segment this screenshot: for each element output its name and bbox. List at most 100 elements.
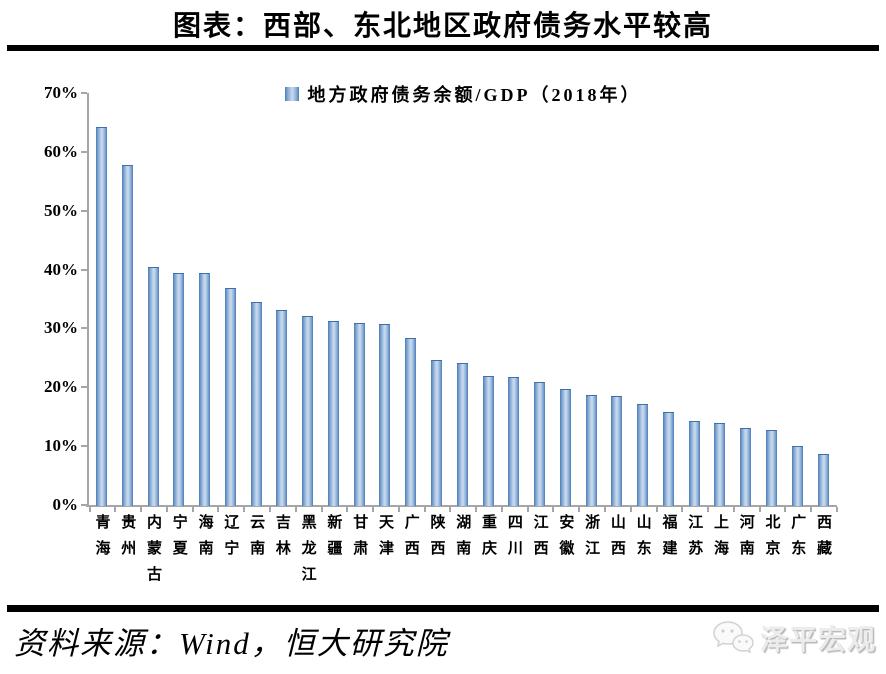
y-tick-mark [81, 386, 87, 389]
x-category-label: 内蒙古 [145, 514, 162, 592]
bar [482, 376, 494, 506]
x-tick-mark [165, 507, 168, 512]
x-category-label: 江西 [531, 514, 548, 566]
bar [740, 428, 752, 506]
x-tick-mark [475, 507, 478, 512]
x-tick-mark [835, 507, 838, 512]
bar [534, 381, 546, 506]
y-tick-mark [81, 150, 87, 153]
title-divider [7, 45, 879, 51]
x-category-label: 广西 [402, 514, 419, 566]
x-tick-mark [269, 507, 271, 512]
bar [224, 288, 236, 506]
bar [817, 453, 829, 506]
y-tick-mark [81, 268, 87, 271]
bar [585, 394, 597, 506]
x-tick-mark [372, 507, 375, 512]
bar [662, 412, 674, 506]
x-category-label: 广东 [789, 514, 806, 566]
x-category-label: 福建 [660, 514, 677, 566]
y-tick-label: 40% [44, 259, 78, 279]
x-tick-mark [578, 507, 581, 512]
bar [611, 395, 623, 506]
x-tick-mark [732, 507, 735, 512]
bar [147, 267, 159, 506]
brand-logo: 泽平宏观 [712, 618, 876, 658]
x-tick-mark [552, 507, 555, 512]
x-tick-mark [604, 507, 606, 512]
x-tick-mark [810, 507, 813, 512]
bar [508, 376, 520, 506]
x-category-label: 辽宁 [222, 514, 239, 566]
bar [302, 316, 314, 506]
bar [96, 126, 107, 506]
x-tick-mark [217, 507, 220, 512]
x-tick-mark [655, 507, 658, 512]
bar [353, 322, 365, 506]
x-tick-mark [140, 507, 143, 512]
x-category-label: 吉林 [273, 514, 290, 566]
x-category-label: 山东 [634, 514, 651, 566]
bar [791, 446, 803, 506]
y-tick-label: 60% [44, 141, 78, 161]
x-category-label: 江苏 [686, 514, 703, 566]
y-tick-label: 0% [52, 495, 79, 514]
y-tick-mark [81, 327, 87, 330]
legend-label: 地方政府债务余额/GDP（2018年） [307, 85, 642, 105]
x-tick-mark [346, 507, 349, 512]
x-category-label: 山西 [608, 514, 625, 566]
bar [688, 421, 700, 506]
x-category-label: 黑龙江 [299, 514, 316, 592]
x-category-label: 西藏 [815, 514, 832, 566]
x-tick-mark [320, 507, 323, 512]
y-tick-label: 70% [44, 83, 78, 102]
chart-legend: 地方政府债务余额/GDP（2018年） [0, 81, 886, 107]
bar [637, 404, 649, 506]
x-category-label: 海南 [196, 514, 213, 566]
bar [121, 164, 133, 506]
brand-name: 泽平宏观 [759, 624, 876, 655]
y-tick-label: 10% [44, 436, 78, 456]
x-category-label: 云南 [248, 514, 265, 566]
y-tick-label: 30% [44, 318, 78, 338]
bar [379, 324, 391, 506]
bar [276, 310, 288, 506]
x-category-label: 浙江 [583, 514, 600, 566]
bar [199, 273, 211, 506]
x-category-label: 北京 [763, 514, 780, 566]
x-category-label: 青海 [93, 514, 110, 566]
y-tick-label: 20% [44, 377, 78, 397]
bar [327, 320, 339, 506]
x-tick-mark [243, 507, 246, 512]
x-category-label: 上海 [711, 514, 728, 566]
x-tick-mark [758, 507, 761, 512]
bar [714, 422, 726, 506]
x-category-label: 安徽 [557, 514, 574, 566]
y-tick-mark [81, 504, 87, 506]
x-tick-mark [114, 507, 117, 512]
x-tick-mark [784, 507, 787, 512]
x-tick-mark [423, 507, 426, 512]
x-tick-mark [191, 507, 194, 512]
wechat-icon [713, 621, 754, 654]
x-tick-mark [397, 507, 400, 512]
x-category-label: 湖南 [454, 514, 471, 566]
bar [250, 301, 262, 506]
x-category-label: 贵州 [119, 514, 136, 566]
y-tick-mark [81, 445, 87, 448]
x-category-label: 宁夏 [170, 514, 187, 566]
x-category-label: 甘肃 [351, 514, 368, 566]
bar [405, 338, 417, 506]
bar [456, 363, 468, 506]
bar [559, 389, 571, 506]
x-tick-mark [500, 507, 503, 512]
y-tick-label: 50% [44, 200, 78, 220]
x-category-label: 河南 [737, 514, 754, 566]
bar [766, 429, 778, 506]
x-tick-mark [88, 507, 91, 512]
legend-swatch [284, 87, 299, 101]
x-tick-mark [449, 507, 452, 512]
x-category-label: 陕西 [428, 514, 445, 566]
x-category-label: 四川 [505, 514, 522, 566]
